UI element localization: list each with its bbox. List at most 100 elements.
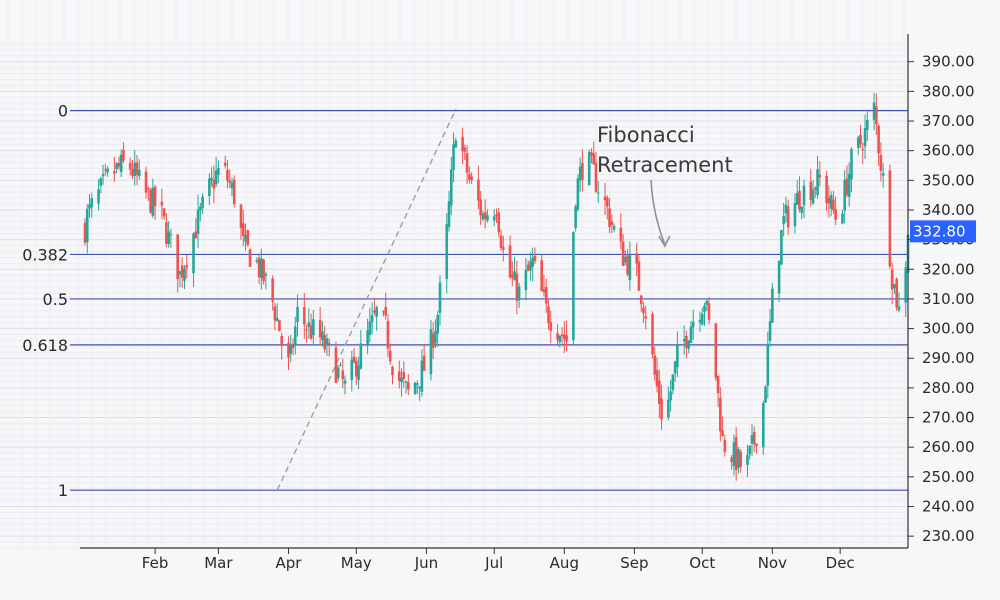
candle-body <box>271 278 274 302</box>
candle-body <box>422 355 426 371</box>
candle-body <box>714 323 718 378</box>
candle-body <box>386 321 390 349</box>
candle-body <box>825 175 828 204</box>
y-tick-label: 290.00 <box>922 349 975 367</box>
candle-body <box>495 214 498 217</box>
candle-body <box>162 208 166 217</box>
candle-body <box>192 233 195 274</box>
candle-body <box>563 334 566 340</box>
candle-body <box>307 322 311 328</box>
candle-body <box>334 347 338 383</box>
candle-body <box>624 257 627 263</box>
candle-body <box>90 198 94 208</box>
candle-body <box>153 186 157 207</box>
price-axis: 230.00 240.00 250.00 260.00 270.00 280.00 290.… <box>907 34 975 548</box>
candle-body <box>669 391 672 401</box>
candle-body <box>603 196 607 201</box>
candle-body <box>201 196 204 208</box>
candle-body <box>750 435 754 444</box>
candle-body <box>802 185 806 206</box>
candle-body <box>827 197 831 204</box>
candle-body <box>897 306 901 311</box>
candle-body <box>746 454 749 465</box>
candle-body <box>104 169 107 171</box>
candle-body <box>540 260 544 292</box>
candle-body <box>434 331 437 344</box>
candle-body <box>287 342 290 358</box>
candle-body <box>418 386 421 389</box>
candle-body <box>208 178 211 196</box>
y-tick-label: 360.00 <box>922 142 975 160</box>
candle-body <box>492 216 496 221</box>
candle-body <box>565 335 568 342</box>
candle-body <box>771 288 774 323</box>
candle-body <box>479 199 482 216</box>
candle-body <box>486 215 489 221</box>
fib-label: 0 <box>58 102 68 121</box>
candlesticks <box>83 92 910 481</box>
candle-body <box>813 187 817 190</box>
candle-body <box>431 333 435 348</box>
candle-body <box>671 374 675 391</box>
candle-body <box>513 271 516 280</box>
candle-body <box>85 209 89 243</box>
candle-body <box>637 261 641 291</box>
candle-body <box>673 361 677 374</box>
candle-body <box>560 334 564 336</box>
candle-body <box>117 163 121 167</box>
candle-body <box>241 223 245 236</box>
candle-body <box>594 163 598 192</box>
candle-body <box>798 190 801 210</box>
fib-label: 0.382 <box>22 245 68 264</box>
candle-body <box>99 178 103 186</box>
candle-body <box>644 316 648 319</box>
annotation-arrow <box>650 179 666 245</box>
candle-body <box>501 246 505 250</box>
candle-body <box>128 163 132 170</box>
candle-body <box>689 326 693 343</box>
candle-body <box>608 208 611 227</box>
candle-body <box>327 343 331 345</box>
candle-body <box>544 286 548 304</box>
candle-body <box>691 321 695 328</box>
candle-body <box>605 197 609 207</box>
candle-body <box>904 267 908 303</box>
x-tick-label: Feb <box>142 554 169 572</box>
candle-body <box>397 371 401 381</box>
candle-body <box>180 265 184 278</box>
candle-body <box>732 442 736 467</box>
candle-body <box>497 212 501 233</box>
candle-body <box>651 314 654 355</box>
candle-body <box>843 179 846 211</box>
candle-body <box>793 202 797 227</box>
candle-body <box>384 307 388 316</box>
candle-body <box>226 169 229 181</box>
candle-body <box>619 227 623 242</box>
candle-body <box>682 339 686 342</box>
candle-body <box>115 163 118 170</box>
y-tick-label: 250.00 <box>922 468 975 486</box>
x-tick-label: Mar <box>204 554 233 572</box>
candle-body <box>470 176 473 181</box>
candle-body <box>88 204 91 209</box>
candle-body <box>144 171 148 193</box>
candle-body <box>83 222 87 243</box>
candle-body <box>264 273 268 276</box>
candle-body <box>151 187 155 216</box>
candle-body <box>877 125 880 154</box>
candle-body <box>872 102 876 120</box>
candle-body <box>106 168 109 173</box>
candle-body <box>135 162 139 175</box>
candle-body <box>199 206 202 211</box>
candle-body <box>657 380 661 404</box>
candle-body <box>707 303 711 320</box>
candle-body <box>879 155 883 171</box>
candle-body <box>795 192 799 205</box>
candle-body <box>323 335 326 350</box>
candle-body <box>859 134 862 145</box>
candle-body <box>529 261 532 271</box>
annotation-arrow-head <box>658 235 671 248</box>
y-tick-label: 380.00 <box>922 82 975 100</box>
candle-body <box>850 149 853 180</box>
candle-body <box>685 336 688 348</box>
